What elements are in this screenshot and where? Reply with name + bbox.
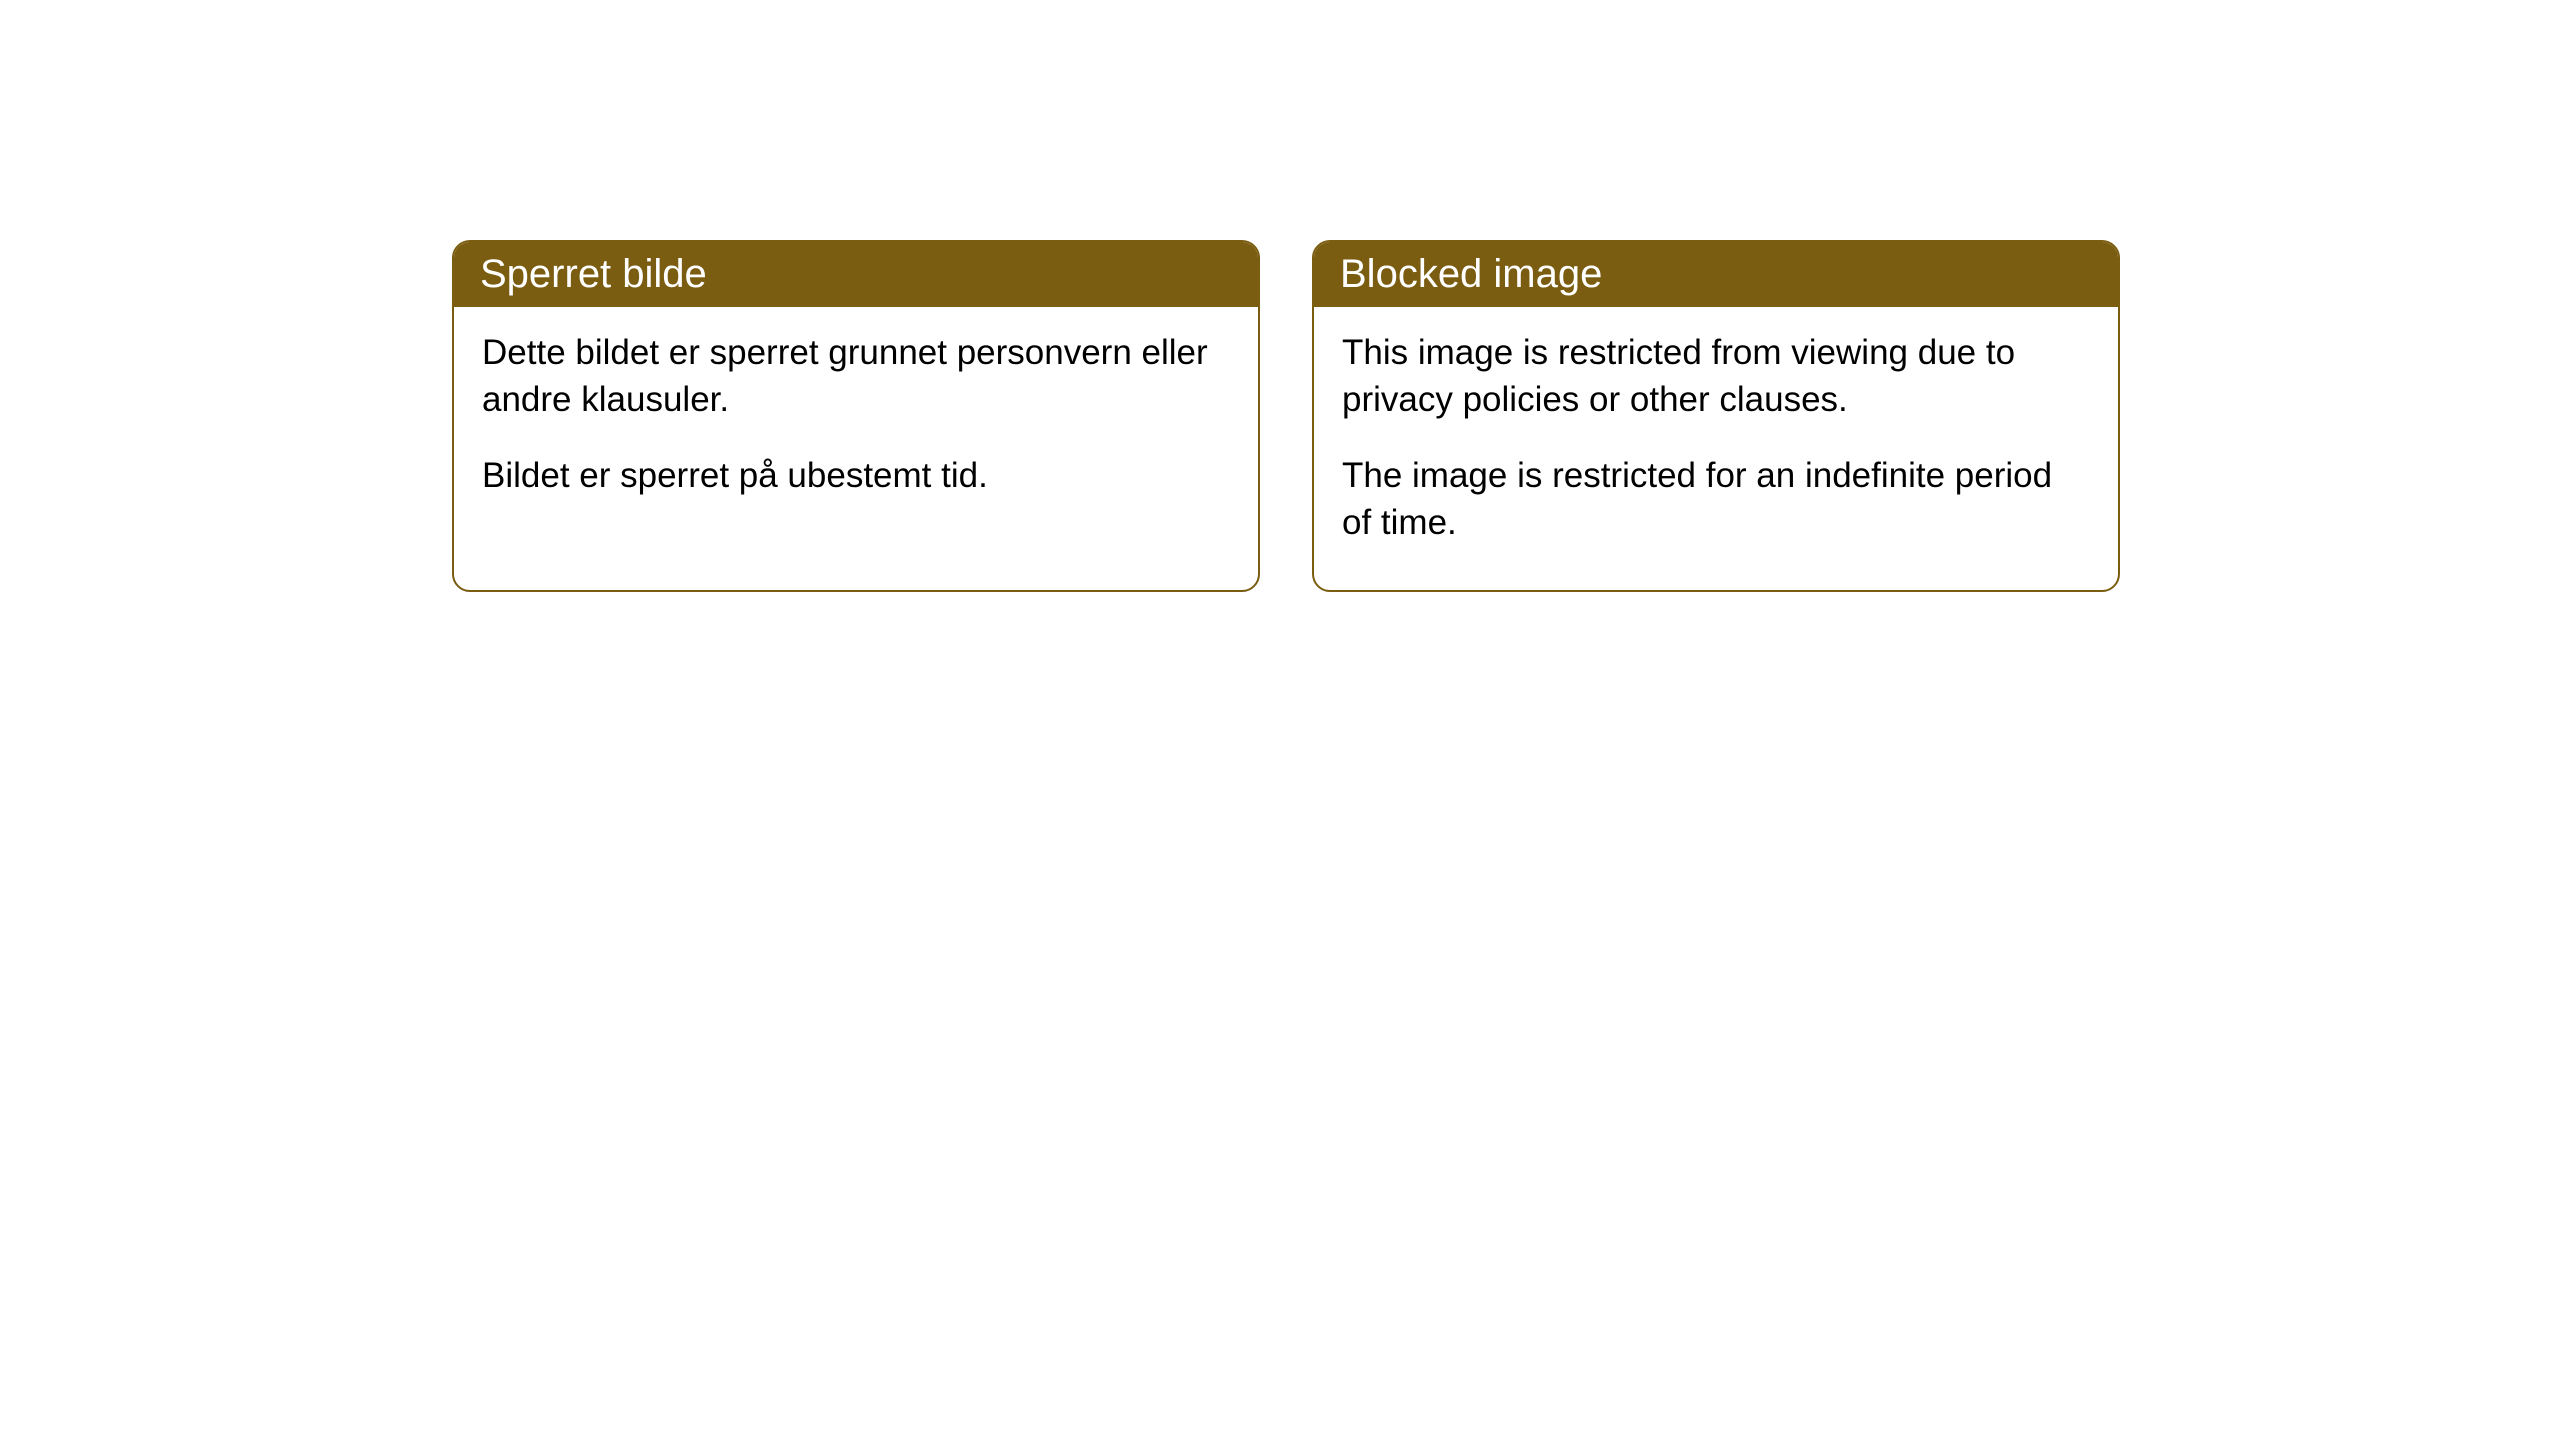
notice-header: Sperret bilde xyxy=(454,242,1258,307)
notice-paragraph: The image is restricted for an indefinit… xyxy=(1342,452,2090,547)
notice-card-english: Blocked image This image is restricted f… xyxy=(1312,240,2120,592)
notice-card-norwegian: Sperret bilde Dette bildet er sperret gr… xyxy=(452,240,1260,592)
notice-paragraph: This image is restricted from viewing du… xyxy=(1342,329,2090,424)
notice-body: This image is restricted from viewing du… xyxy=(1314,307,2118,590)
notice-container: Sperret bilde Dette bildet er sperret gr… xyxy=(0,0,2560,592)
notice-header: Blocked image xyxy=(1314,242,2118,307)
notice-title: Blocked image xyxy=(1340,252,1602,296)
notice-paragraph: Dette bildet er sperret grunnet personve… xyxy=(482,329,1230,424)
notice-body: Dette bildet er sperret grunnet personve… xyxy=(454,307,1258,543)
notice-paragraph: Bildet er sperret på ubestemt tid. xyxy=(482,452,1230,499)
notice-title: Sperret bilde xyxy=(480,252,707,296)
